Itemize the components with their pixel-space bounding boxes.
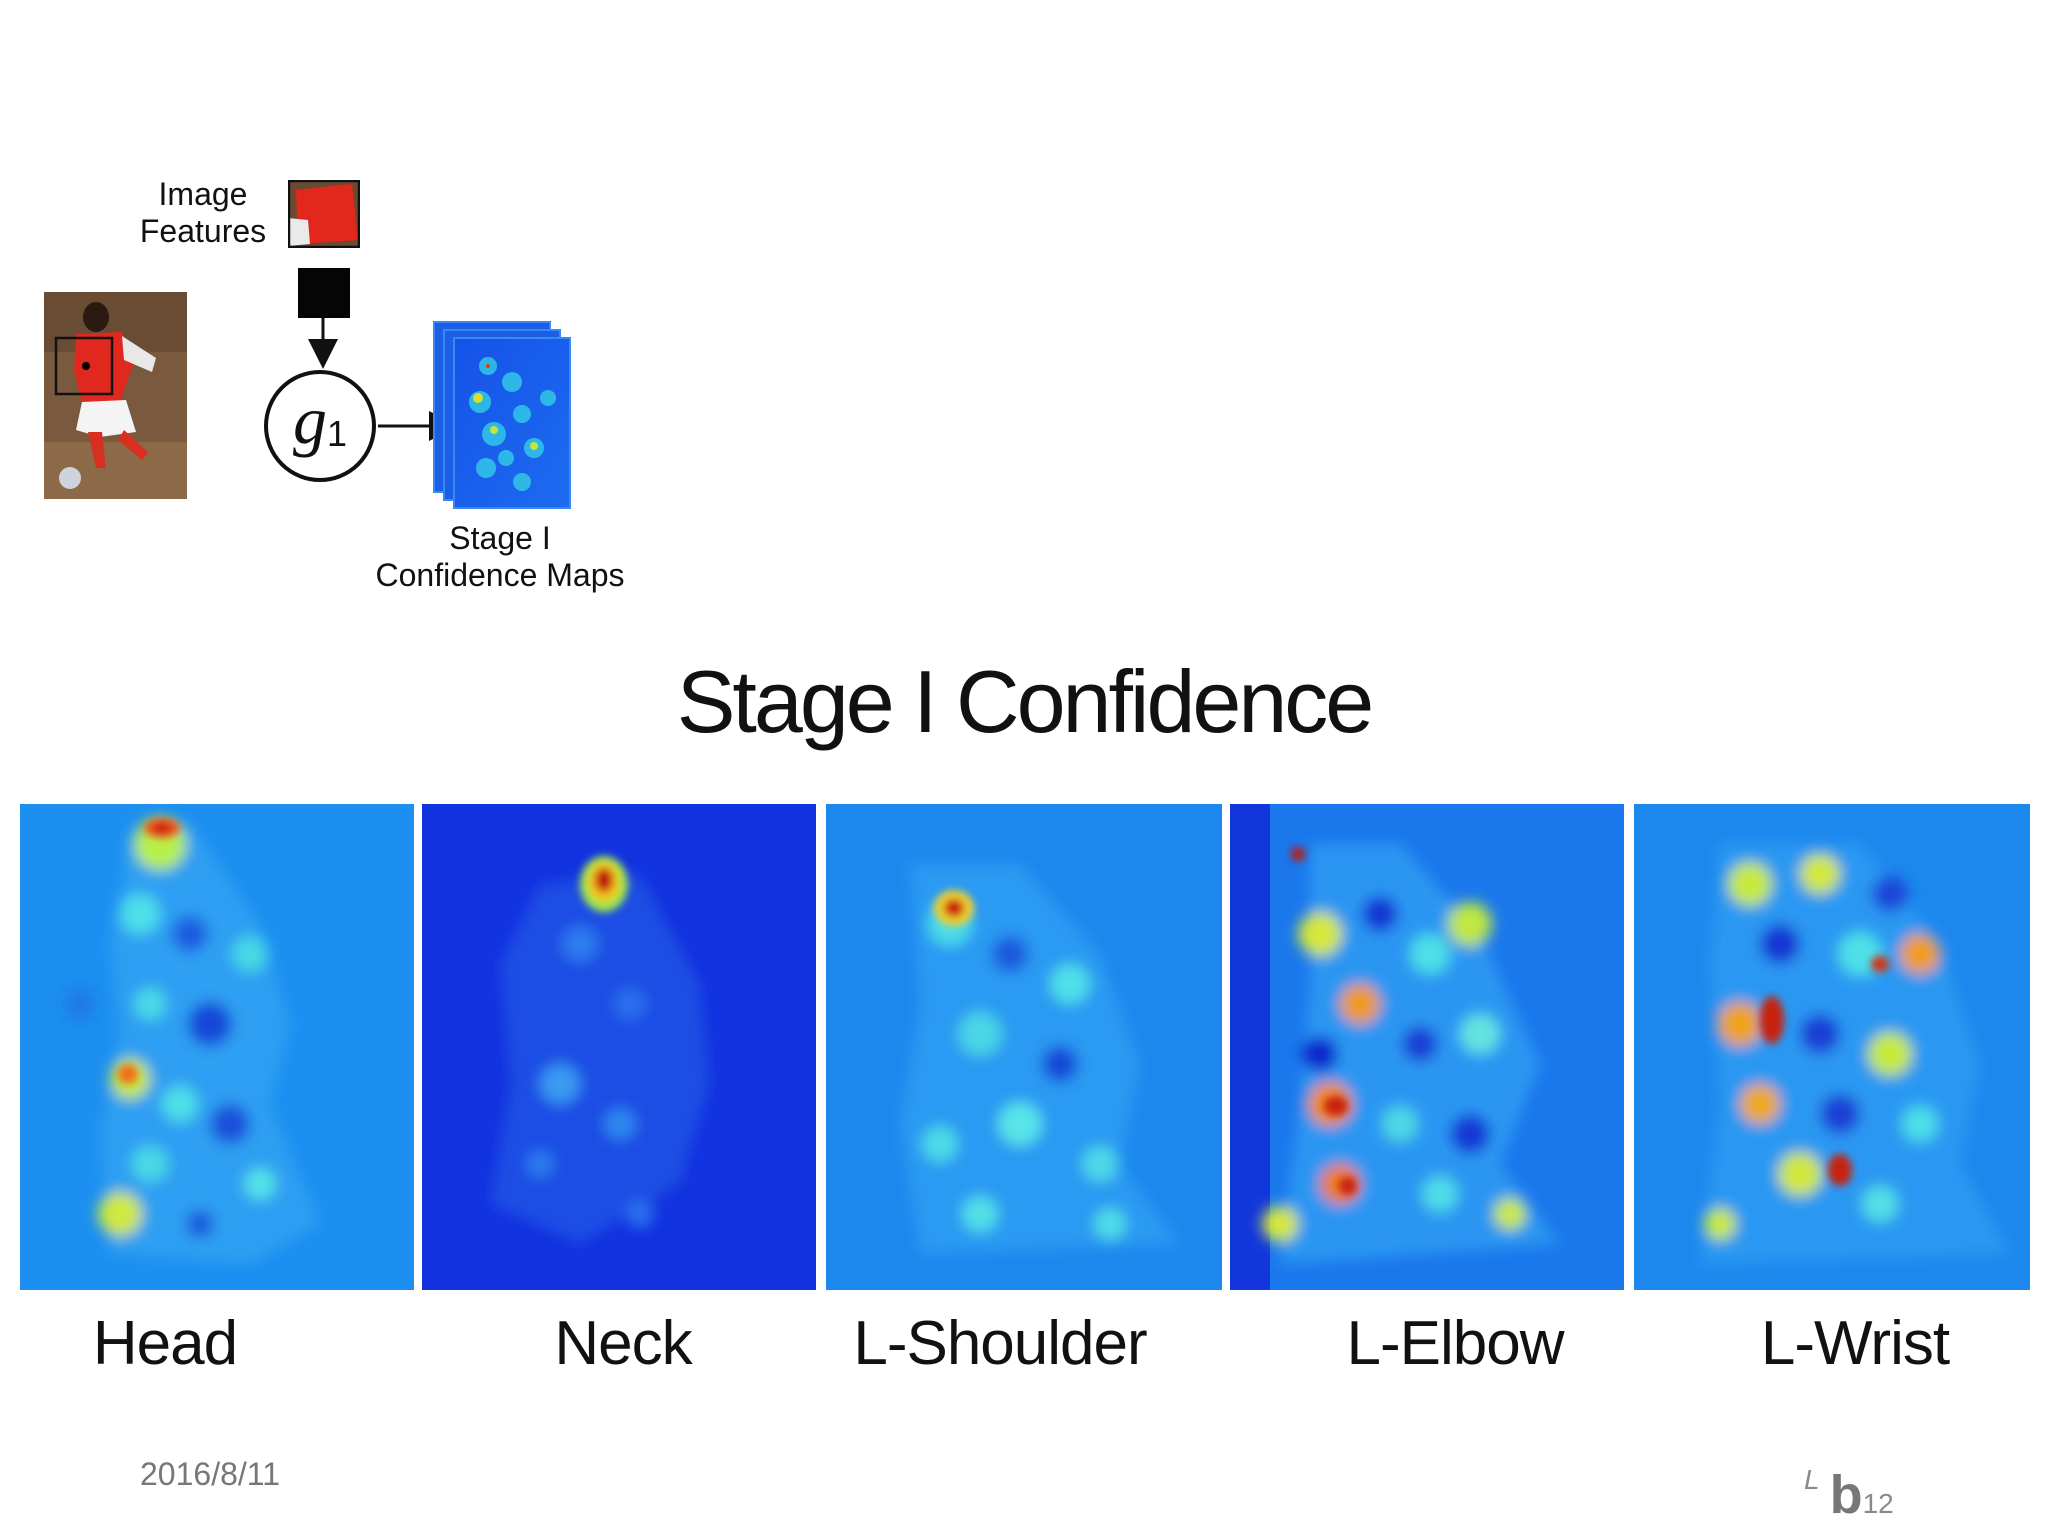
heatmap-l-elbow (1230, 804, 1624, 1290)
confidence-heatmaps (20, 804, 2030, 1290)
stage1-confidence-stack (433, 321, 571, 509)
heatmap-label-neck: Neck (554, 1309, 692, 1378)
heatmap-head (20, 804, 414, 1290)
input-person-image (44, 292, 187, 499)
heatmap-label-l-wrist: L-Wrist (1760, 1309, 1950, 1378)
page-number: 12 (1862, 1488, 1894, 1519)
image-features-label: Image Features (139, 176, 267, 249)
heatmap-l-wrist (1634, 804, 2030, 1290)
heatmap-label-l-elbow: L-Elbow (1346, 1309, 1565, 1378)
heatmap-label-head: Head (92, 1309, 238, 1378)
slide-title: Stage I Confidence (676, 652, 1375, 751)
heatmap-label-l-shoulder: L-Shoulder (853, 1309, 1147, 1378)
stage1-confidence-maps-label: Stage I Confidence Maps (375, 520, 625, 593)
image-features-patch (288, 180, 360, 248)
heatmap-l-shoulder (826, 804, 1222, 1290)
footer-date: 2016/8/11 (140, 1456, 280, 1492)
heatmap-neck (422, 804, 816, 1290)
feature-extractor-block (298, 268, 350, 318)
classifier-node (264, 370, 376, 482)
